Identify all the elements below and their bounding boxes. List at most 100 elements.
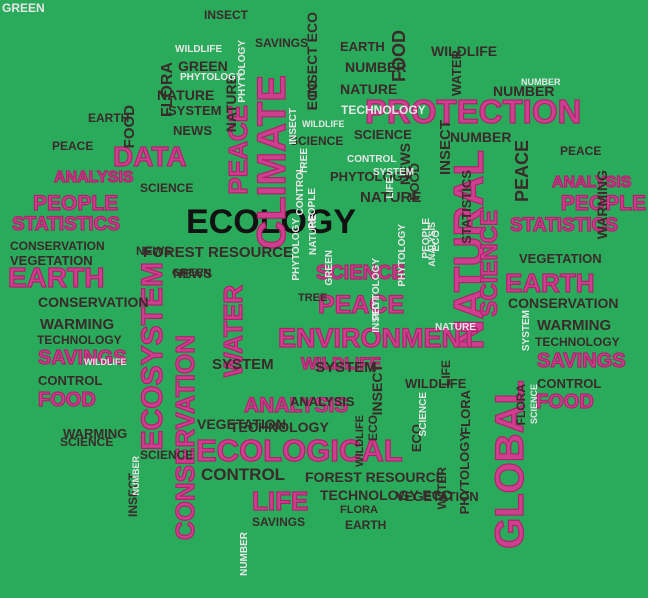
word-cloud-word: WARMING <box>537 317 612 334</box>
word-cloud-word: VEGETATION <box>197 416 286 432</box>
word-cloud-word: NUMBER <box>239 532 250 576</box>
word-cloud-word: NEWS <box>173 266 212 281</box>
word-cloud-word: DATA <box>112 141 187 172</box>
word-cloud-word: TECHNOLOGY <box>535 335 620 349</box>
word-cloud-word: SCIENCE <box>529 384 539 425</box>
word-cloud-word: NUMBER <box>493 83 555 99</box>
word-cloud-word: PHYTOLOGY <box>237 40 248 103</box>
word-cloud-word: SCIENCE <box>315 262 405 284</box>
word-cloud-word: INSECT <box>371 296 382 333</box>
word-cloud-word: CONTROL <box>537 376 602 391</box>
word-cloud-word: ANALYSIS <box>243 394 349 417</box>
word-cloud-word: CONSERVATION <box>10 239 105 253</box>
word-cloud-word: CLIMATE <box>249 74 294 250</box>
word-cloud-word: SAVINGS <box>252 515 306 529</box>
word-cloud-word: ANALYSIS <box>53 169 134 186</box>
word-cloud-word: WATER <box>449 50 464 96</box>
word-cloud-word: FLORA <box>340 504 378 516</box>
word-cloud-word: NEWS <box>173 123 212 138</box>
word-cloud-word: NUMBER <box>345 59 407 75</box>
word-cloud-word: SYSTEM <box>168 103 222 118</box>
word-cloud-word: CONSERVATION <box>38 294 149 310</box>
word-cloud-word: FOOD <box>535 391 594 413</box>
word-cloud-word: ECOLOGY <box>186 203 357 241</box>
word-cloud-word: WILDLIFE <box>175 44 223 55</box>
word-cloud-word: FOREST RESOURCE <box>143 244 294 261</box>
word-cloud-word: ECOSYSTEM <box>135 261 169 451</box>
word-cloud-word: WATER <box>435 467 449 510</box>
word-cloud-word: NUMBER <box>521 77 561 87</box>
word-cloud-word: GREEN <box>324 250 335 286</box>
word-cloud-word: PHYTOLOGY <box>180 72 243 83</box>
word-cloud-word: FOOD <box>121 105 138 149</box>
word-cloud-word: ANALYSIS <box>551 174 632 191</box>
word-cloud-word: CONTROL <box>295 166 306 216</box>
word-cloud-word: SCIENCE <box>354 127 412 142</box>
word-cloud-word: PHYTOLOGY <box>291 218 302 281</box>
word-cloud-word: NATURE <box>435 322 476 333</box>
word-cloud-word: INSECT <box>288 108 299 145</box>
word-cloud-word: GREEN <box>178 58 228 74</box>
word-cloud-word: NATURE <box>360 189 422 206</box>
word-cloud-word: WILDLIFE <box>405 376 467 391</box>
word-cloud-word: EARTH <box>7 262 105 293</box>
word-cloud-word: PEACE <box>317 291 405 319</box>
word-cloud-word: NUMBER <box>131 456 141 496</box>
word-cloud-word: NATURE <box>340 81 398 97</box>
word-cloud-word: VEGETATION <box>10 253 93 268</box>
word-cloud-word: NATURE <box>157 87 215 103</box>
word-cloud-word: ECOLOGICAL <box>195 433 403 468</box>
word-cloud-word: SYSTEM <box>521 310 532 352</box>
word-cloud-word: SCIENCE <box>60 435 114 449</box>
word-cloud-word: SYSTEM <box>315 359 377 376</box>
word-cloud-word: SCIENCE <box>475 209 503 317</box>
word-cloud-word: PEOPLE <box>560 192 646 215</box>
word-cloud-word: SCIENCE <box>140 181 194 195</box>
word-cloud-word: PEOPLE <box>421 218 432 259</box>
word-cloud-word: FLORA <box>514 384 528 426</box>
word-cloud-word: PEACE <box>560 144 602 158</box>
word-cloud-word: EARTH <box>88 111 130 125</box>
word-cloud-word: LIFE <box>385 177 396 199</box>
word-cloud-word: FOOD <box>37 389 96 411</box>
word-cloud-word: SYSTEM <box>373 167 415 178</box>
word-cloud-word: TREE <box>298 292 328 304</box>
word-cloud-word: CONTROL <box>347 154 397 165</box>
word-cloud-word: CONTROL <box>201 465 286 484</box>
word-cloud-word: ECO <box>431 230 442 252</box>
word-cloud-word: WILDLIFE <box>302 119 345 129</box>
word-cloud-word: ANALYSIS <box>290 394 355 409</box>
word-cloud-word: VEGETATION <box>519 251 602 266</box>
word-cloud-word: CONSERVATION <box>508 295 619 311</box>
word-cloud-word: PHYTOLOGY <box>397 224 408 287</box>
word-cloud-word: CONSERVATION <box>169 334 200 541</box>
word-cloud-word: PEACE <box>52 139 94 153</box>
word-cloud-word: INSECT <box>204 8 249 22</box>
word-cloud-word: TECHNOLOGY <box>230 419 329 435</box>
word-cloud-word: WILDLIFE <box>84 357 127 367</box>
word-cloud-word: TECHNOLOGY ECO <box>320 487 453 503</box>
word-cloud-word: TECHNOLOGY <box>341 103 426 117</box>
word-cloud-word: FLORA <box>458 390 473 435</box>
word-cloud-word: STATISTICS <box>11 214 121 235</box>
word-cloud-word: EARTH <box>340 39 385 54</box>
word-cloud-word: SCIENCE <box>290 134 344 148</box>
word-cloud-word: SCIENCE <box>418 392 429 437</box>
word-cloud-word: SCIENCE <box>140 448 194 462</box>
word-cloud-word: STATISTICS <box>509 215 619 236</box>
word-cloud-word: LIFE <box>251 486 309 516</box>
word-cloud-word: PROTECTION <box>364 93 582 130</box>
word-cloud-word: SAVINGS <box>37 347 127 369</box>
word-cloud-word: NUMBER <box>450 129 512 145</box>
word-cloud-word: WILDLIFE <box>431 43 498 59</box>
word-cloud-word: WILDLIFE <box>354 415 366 467</box>
word-cloud-word: WARMING <box>40 316 115 333</box>
word-cloud-word: TECHNOLOGY <box>37 333 122 347</box>
word-cloud-word: SAVINGS <box>536 350 626 372</box>
word-cloud-word: WARMING <box>63 426 128 441</box>
word-cloud-word: PEACE <box>512 140 532 203</box>
word-cloud-word: NATURE <box>223 75 239 133</box>
word-cloud-word: PEOPLE <box>307 188 318 229</box>
word-cloud-word: WILDLIFE <box>300 354 382 373</box>
